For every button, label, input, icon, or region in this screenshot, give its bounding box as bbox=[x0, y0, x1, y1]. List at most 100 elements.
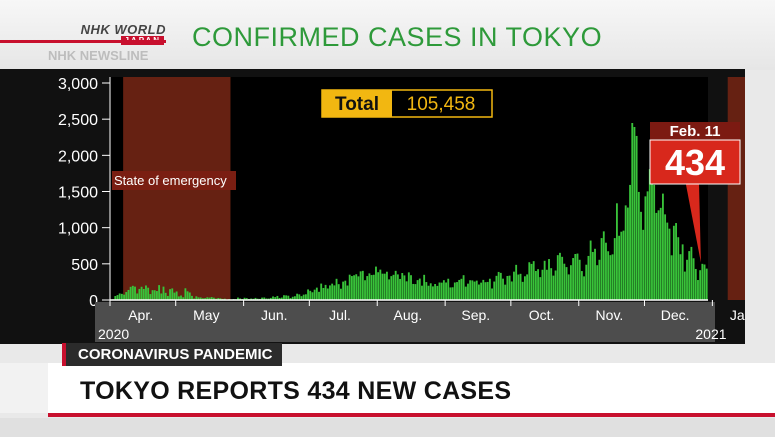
bar-day-233 bbox=[618, 235, 621, 300]
bar-day-103 bbox=[333, 285, 336, 300]
bar-day-160 bbox=[458, 279, 461, 300]
bar-day-221 bbox=[591, 251, 594, 300]
bar-day-45 bbox=[206, 297, 209, 300]
bar-day-101 bbox=[329, 285, 331, 300]
bar-day-172 bbox=[484, 282, 487, 300]
bar-day-25 bbox=[162, 286, 165, 300]
bar-day-127 bbox=[386, 271, 388, 300]
bar-day-253 bbox=[662, 193, 664, 300]
bar-day-249 bbox=[653, 184, 656, 300]
bar-day-39 bbox=[193, 298, 196, 300]
bar-day-4 bbox=[116, 295, 119, 300]
bar-day-218 bbox=[585, 264, 588, 300]
bar-day-254 bbox=[664, 214, 667, 300]
bar-day-272 bbox=[703, 264, 706, 300]
bar-day-169 bbox=[478, 284, 480, 300]
bar-day-216 bbox=[580, 271, 583, 300]
bar-day-80 bbox=[283, 295, 285, 300]
bar-day-97 bbox=[320, 283, 323, 300]
bar-day-27 bbox=[166, 295, 169, 300]
x-month-label: Jun. bbox=[261, 307, 287, 323]
bar-day-98 bbox=[322, 287, 325, 300]
x-month-label: May bbox=[193, 307, 219, 323]
bar-day-23 bbox=[158, 285, 161, 300]
bar-day-110 bbox=[348, 274, 351, 300]
bar-day-140 bbox=[414, 284, 417, 300]
x-month-label: Oct. bbox=[529, 307, 555, 323]
bar-day-60 bbox=[239, 298, 242, 300]
bar-day-225 bbox=[600, 238, 603, 300]
bar-day-26 bbox=[164, 292, 167, 300]
bar-day-128 bbox=[388, 279, 391, 300]
bar-day-159 bbox=[456, 282, 458, 300]
bar-day-12 bbox=[134, 286, 136, 300]
bar-day-76 bbox=[274, 297, 277, 300]
bar-day-224 bbox=[598, 259, 601, 300]
bar-day-19 bbox=[149, 294, 152, 300]
bar-day-198 bbox=[541, 269, 544, 300]
bar-day-30 bbox=[173, 292, 176, 300]
total-label-bg bbox=[322, 90, 392, 117]
bar-day-268 bbox=[694, 268, 697, 300]
bar-day-29 bbox=[171, 288, 174, 300]
topic-tag-stripe bbox=[62, 343, 66, 366]
bar-day-137 bbox=[407, 272, 410, 300]
y-tick-label: 1,500 bbox=[58, 185, 98, 202]
bar-day-48 bbox=[212, 297, 215, 300]
bar-day-42 bbox=[199, 297, 202, 300]
bar-day-40 bbox=[195, 296, 198, 300]
bar-day-168 bbox=[475, 280, 478, 300]
bar-day-190 bbox=[524, 276, 526, 300]
bar-day-139 bbox=[412, 283, 415, 300]
bar-day-15 bbox=[140, 286, 143, 300]
x-month-label: Jan. bbox=[730, 307, 745, 323]
bar-day-117 bbox=[364, 280, 366, 300]
bar-day-202 bbox=[550, 268, 553, 300]
bar-day-125 bbox=[381, 273, 384, 300]
bar-day-201 bbox=[548, 259, 550, 300]
bar-day-71 bbox=[263, 297, 266, 300]
x-axis-strip bbox=[95, 302, 715, 342]
bar-day-102 bbox=[331, 283, 334, 300]
bar-day-33 bbox=[180, 295, 182, 300]
bar-day-166 bbox=[471, 280, 474, 300]
bar-day-161 bbox=[460, 278, 463, 300]
bar-day-146 bbox=[427, 285, 430, 300]
bar-day-46 bbox=[208, 297, 211, 300]
bar-day-229 bbox=[609, 255, 612, 300]
bar-day-259 bbox=[675, 223, 677, 300]
bar-day-260 bbox=[677, 237, 680, 300]
bar-day-24 bbox=[160, 293, 163, 300]
bar-day-222 bbox=[594, 248, 596, 300]
bar-day-50 bbox=[217, 297, 220, 300]
bar-day-239 bbox=[631, 123, 634, 300]
bottom-strip bbox=[0, 418, 775, 437]
bar-day-246 bbox=[646, 191, 649, 300]
bar-day-22 bbox=[156, 291, 158, 300]
bar-day-143 bbox=[421, 285, 423, 300]
bar-day-99 bbox=[324, 284, 327, 300]
bar-day-171 bbox=[482, 279, 485, 300]
bar-day-107 bbox=[342, 281, 345, 300]
bar-day-123 bbox=[377, 272, 380, 300]
bar-day-72 bbox=[265, 298, 268, 300]
bar-day-59 bbox=[237, 297, 239, 300]
bar-day-51 bbox=[219, 298, 222, 300]
callout-date-bg bbox=[650, 122, 740, 140]
bar-day-177 bbox=[495, 275, 498, 300]
bar-day-119 bbox=[368, 273, 371, 300]
bar-day-270 bbox=[699, 270, 702, 300]
bar-day-180 bbox=[502, 278, 504, 300]
emergency-label-bg bbox=[112, 171, 236, 190]
bar-day-100 bbox=[326, 288, 329, 300]
bar-day-238 bbox=[629, 184, 631, 300]
bar-day-17 bbox=[145, 285, 147, 300]
bar-day-91 bbox=[307, 289, 309, 300]
y-tick-label: 2,000 bbox=[58, 148, 98, 165]
bar-day-206 bbox=[559, 252, 561, 300]
x-month-label: Jul. bbox=[329, 307, 351, 323]
bar-day-8 bbox=[125, 292, 128, 300]
bar-day-265 bbox=[688, 251, 691, 300]
bar-day-132 bbox=[396, 274, 399, 300]
bar-day-210 bbox=[567, 274, 570, 300]
